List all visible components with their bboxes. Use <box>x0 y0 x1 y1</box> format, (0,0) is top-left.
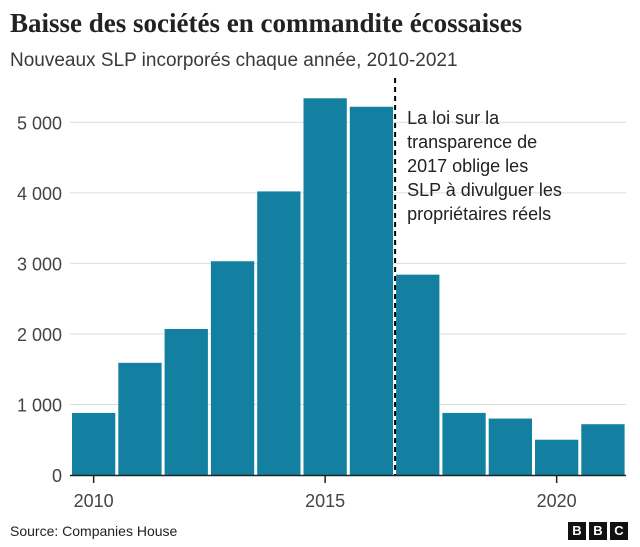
bar-2017 <box>396 274 440 475</box>
bar-2018 <box>442 412 486 475</box>
bar-2020 <box>535 439 579 475</box>
chart-subtitle: Nouveaux SLP incorporés chaque année, 20… <box>10 50 458 71</box>
bbc-logo-letter: B <box>589 522 607 540</box>
bbc-logo-letter: B <box>568 522 586 540</box>
chart-title: Baisse des sociétés en commandite écossa… <box>10 8 523 38</box>
annotation: La loi sur la transparence de 2017 oblige … <box>394 78 562 475</box>
annotation-line: SLP à divulguer les <box>407 180 562 200</box>
bbc-logo: B B C <box>568 522 628 540</box>
x-axis: 2010 2015 2020 <box>70 474 626 511</box>
bar-2015 <box>303 98 347 476</box>
annotation-line: 2017 oblige les <box>407 156 528 176</box>
y-tick-label: 5 000 <box>17 113 62 133</box>
bbc-logo-letter: C <box>610 522 628 540</box>
annotation-line: propriétaires réels <box>407 204 551 224</box>
annotation-line: transparence de <box>407 132 537 152</box>
x-tick-label: 2015 <box>305 491 345 511</box>
y-tick-label: 2 000 <box>17 325 62 345</box>
y-tick-label: 1 000 <box>17 395 62 415</box>
bar-2012 <box>164 328 208 475</box>
bar-2013 <box>210 261 255 475</box>
y-axis-ticks: 0 1 000 2 000 3 000 4 000 5 000 <box>17 113 62 486</box>
bar-2014 <box>257 191 301 475</box>
bars <box>72 98 625 476</box>
gridlines <box>70 121 626 405</box>
bar-2019 <box>488 418 532 475</box>
y-tick-label: 3 000 <box>17 254 62 274</box>
bar-2011 <box>118 362 162 475</box>
bar-2021 <box>581 424 625 475</box>
bar-2010 <box>72 412 116 475</box>
annotation-line: La loi sur la <box>407 108 500 128</box>
x-tick-label: 2020 <box>537 491 577 511</box>
y-tick-label: 0 <box>52 466 62 486</box>
bar-2016 <box>349 106 394 476</box>
y-tick-label: 4 000 <box>17 184 62 204</box>
x-tick-label: 2010 <box>74 491 114 511</box>
source-note: Source: Companies House <box>10 523 178 539</box>
